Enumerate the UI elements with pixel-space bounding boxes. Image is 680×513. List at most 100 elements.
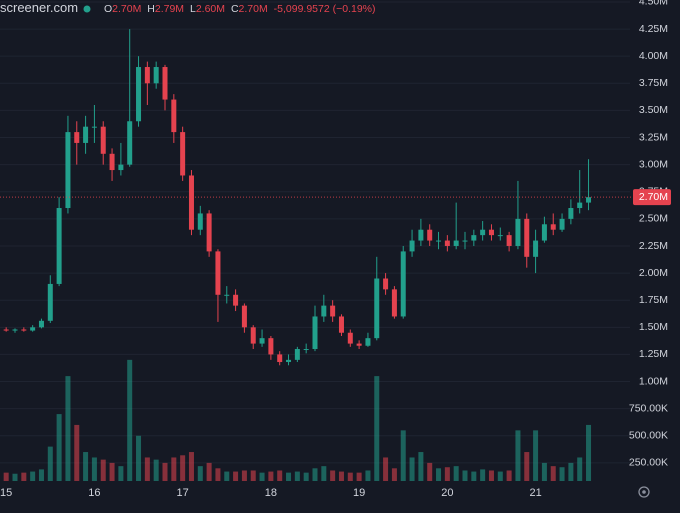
volume-bar xyxy=(277,470,283,481)
candle-body xyxy=(21,329,27,331)
volume-bar xyxy=(206,462,212,481)
volume-bar xyxy=(409,457,415,481)
volume-bar xyxy=(568,462,574,481)
close-label: C xyxy=(231,3,239,15)
candle-body xyxy=(127,121,133,165)
volume-bar xyxy=(497,471,503,481)
candle-body xyxy=(83,126,89,143)
volume-bar xyxy=(453,466,459,481)
volume-bar xyxy=(21,472,27,481)
volume-bar xyxy=(171,457,177,481)
y-tick-label: 750.00K xyxy=(629,402,668,414)
candle-body xyxy=(56,208,62,284)
volume-bar xyxy=(91,457,97,481)
candle-body xyxy=(3,329,9,331)
y-tick-label: 4.50M xyxy=(639,0,668,8)
volume-bar xyxy=(38,469,44,481)
x-tick-label: 16 xyxy=(88,487,100,499)
candle-body xyxy=(400,251,406,317)
candle-body xyxy=(312,316,318,350)
candle-body xyxy=(277,354,283,363)
volume-bar xyxy=(515,430,521,481)
volume-bar xyxy=(506,470,512,481)
candle-body xyxy=(506,235,512,246)
volume-bar xyxy=(330,470,336,481)
volume-bar xyxy=(188,452,194,481)
candle-body xyxy=(136,67,142,122)
volume-bar xyxy=(65,376,71,481)
volume-bar xyxy=(180,455,186,481)
candle-body xyxy=(568,208,574,219)
candle-body xyxy=(480,229,486,236)
volume-bar xyxy=(436,468,442,481)
volume-bar xyxy=(30,471,36,481)
candle-body xyxy=(38,320,44,328)
candle-body xyxy=(409,240,415,252)
volume-bar xyxy=(356,472,362,481)
candle-body xyxy=(180,132,186,176)
volume-bar xyxy=(215,468,221,481)
volume-layer xyxy=(3,359,592,481)
volume-bar xyxy=(427,462,433,481)
candle-body xyxy=(462,240,468,242)
x-tick-label: 17 xyxy=(177,487,189,499)
x-tick-label: 21 xyxy=(529,487,541,499)
settings-icon[interactable] xyxy=(638,486,650,498)
candle-body xyxy=(471,235,477,241)
change-value: -5,099.9572 (−0.19%) xyxy=(274,3,376,15)
candle-body xyxy=(109,153,115,171)
volume-bar xyxy=(144,457,150,481)
candle-body xyxy=(374,278,380,339)
volume-bar xyxy=(365,470,371,481)
candle-body xyxy=(418,229,424,241)
candle-body xyxy=(586,197,592,203)
volume-bar xyxy=(74,424,80,481)
site-name: screener.com xyxy=(0,0,78,15)
candle-body xyxy=(436,240,442,242)
settings-icon-center xyxy=(642,490,646,494)
y-tick-label: 3.50M xyxy=(639,104,668,116)
candle-body xyxy=(488,229,494,236)
y-tick-label: 3.25M xyxy=(639,131,668,143)
y-tick-label: 2.25M xyxy=(639,240,668,252)
y-tick-label: 2.50M xyxy=(639,213,668,225)
volume-bar xyxy=(550,466,556,481)
volume-bar xyxy=(524,452,530,481)
candle-body xyxy=(550,224,556,230)
high-label: H xyxy=(147,3,155,15)
candle-body xyxy=(250,327,256,344)
high-value: 2.79M xyxy=(155,3,184,15)
last-price-label: 2.70M xyxy=(639,191,668,203)
candle-body xyxy=(515,218,521,246)
volume-bar xyxy=(162,462,168,481)
candle-body xyxy=(215,251,221,295)
candle-body xyxy=(347,332,353,344)
candle-body xyxy=(12,329,18,331)
y-tick-label: 1.00M xyxy=(639,375,668,387)
candle-body xyxy=(118,164,124,171)
volume-bar xyxy=(559,467,565,481)
close-value: 2.70M xyxy=(239,3,268,15)
candle-body xyxy=(303,349,309,351)
volume-bar xyxy=(577,457,583,481)
volume-bar xyxy=(127,359,133,481)
candle-body xyxy=(286,359,292,363)
volume-bar xyxy=(153,459,159,481)
volume-bar xyxy=(100,459,106,481)
candle-body xyxy=(74,132,80,143)
candle-body xyxy=(338,316,344,333)
candle-body xyxy=(497,235,503,237)
candle-body xyxy=(365,338,371,346)
candle-body xyxy=(321,305,327,317)
candle-body xyxy=(427,229,433,241)
y-tick-label: 3.00M xyxy=(639,158,668,170)
volume-bar xyxy=(118,466,124,481)
open-value: 2.70M xyxy=(112,3,141,15)
candle-body xyxy=(188,175,194,230)
volume-bar xyxy=(541,462,547,481)
y-tick-label: 4.00M xyxy=(639,50,668,62)
ohlc-legend: O2.70M H2.79M L2.60M C2.70M -5,099.9572 … xyxy=(104,3,376,15)
candle-body xyxy=(197,213,203,230)
